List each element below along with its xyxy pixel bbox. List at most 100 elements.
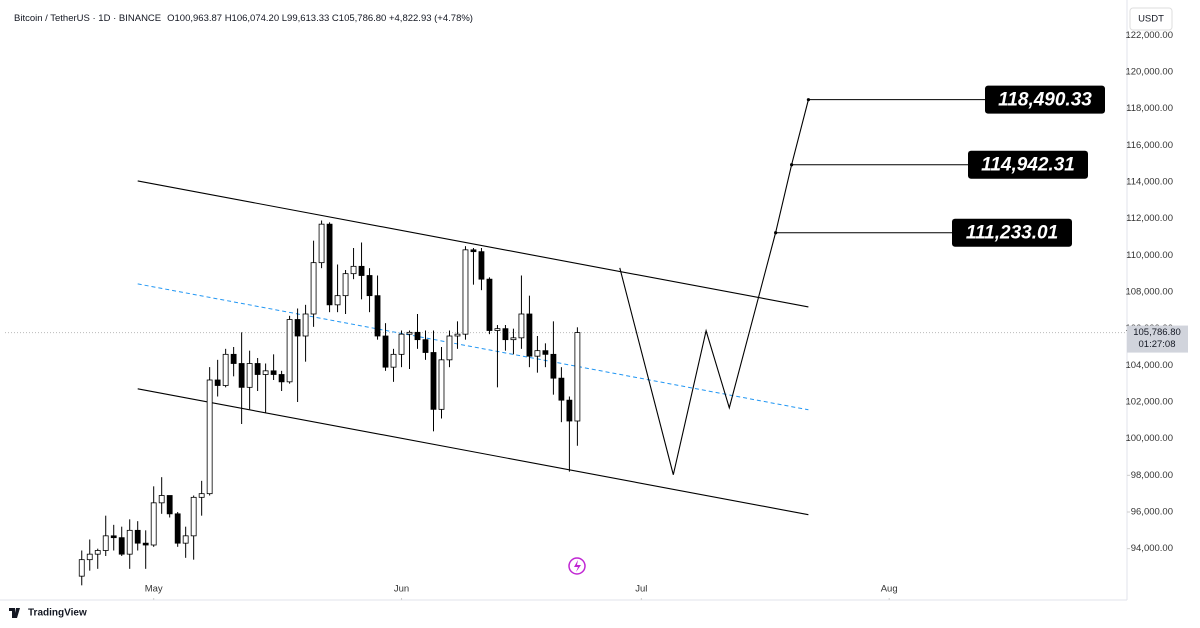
- target-box: [952, 218, 1072, 247]
- candle-body: [142, 542, 149, 546]
- candle-body: [534, 350, 541, 357]
- y-tick-label: 112,000.00: [1126, 213, 1173, 224]
- candle-body: [118, 537, 125, 555]
- candle-body: [454, 333, 461, 337]
- candle-body: [518, 313, 525, 339]
- candle-body: [286, 319, 293, 383]
- candle-body: [262, 370, 269, 375]
- candle-body: [550, 353, 557, 379]
- candle-body: [174, 513, 181, 544]
- y-tick-label: 96,000.00: [1131, 507, 1173, 518]
- candle-body: [238, 363, 245, 388]
- candle-body: [382, 335, 389, 368]
- candle-body: [150, 502, 157, 546]
- candle-body: [558, 377, 565, 401]
- candle-body: [102, 535, 109, 551]
- candle-body: [206, 379, 213, 495]
- candle-body: [166, 495, 173, 515]
- price-tag: [1127, 325, 1188, 353]
- currency-label: USDT: [1138, 14, 1164, 25]
- ohlc-stats: O100,963.87 H106,074.20 L99,613.33 C105,…: [167, 13, 473, 24]
- candle-body: [542, 350, 549, 355]
- candle-body: [406, 331, 413, 335]
- candle-body: [390, 353, 397, 368]
- channel-line: [137, 388, 809, 516]
- candle-body: [446, 335, 453, 361]
- y-tick-label: 104,000.00: [1125, 360, 1173, 371]
- candle-body: [438, 359, 445, 410]
- candle-body: [134, 529, 141, 544]
- candle-body: [342, 273, 349, 297]
- target-label: 118,490.33: [998, 90, 1092, 111]
- y-tick-label: 94,000.00: [1131, 543, 1173, 554]
- x-tick-label: May: [145, 584, 163, 595]
- candle-body: [214, 379, 221, 386]
- candle-body: [318, 223, 325, 264]
- x-tick-label: Jul: [635, 584, 647, 595]
- y-tick-label: 110,000.00: [1126, 250, 1173, 261]
- candle-body: [350, 265, 357, 275]
- y-tick-label: 98,000.00: [1131, 470, 1173, 481]
- y-tick-label: 102,000.00: [1125, 397, 1173, 408]
- candle-body: [486, 278, 493, 331]
- candle-body: [126, 529, 133, 555]
- candle-body: [398, 333, 405, 355]
- channel-line: [137, 180, 809, 308]
- candle-body: [374, 295, 381, 337]
- candle-body: [182, 535, 189, 544]
- candle-body: [326, 223, 333, 306]
- x-tick-label: Jun: [394, 584, 409, 595]
- candle-body: [246, 363, 253, 388]
- candle-body: [414, 331, 421, 341]
- currency-box: [1129, 7, 1173, 31]
- target-label: 111,233.01: [966, 223, 1058, 244]
- candle-body: [494, 328, 501, 331]
- projection-path: [619, 99, 809, 475]
- candle-body: [230, 353, 237, 364]
- symbol: Bitcoin / TetherUS · 1D · BINANCE: [14, 13, 161, 24]
- target-box: [985, 85, 1105, 114]
- candle-body: [254, 363, 261, 375]
- candle-body: [478, 251, 485, 280]
- candle-body: [110, 535, 117, 539]
- candle-body: [222, 353, 229, 386]
- candle-body: [574, 332, 581, 422]
- event-icon-bolt: [574, 560, 581, 572]
- target-box: [968, 150, 1088, 179]
- candle-body: [366, 275, 373, 297]
- candle-body: [294, 319, 301, 337]
- candle-body: [526, 313, 533, 357]
- candle-body: [278, 374, 285, 383]
- candle-body: [270, 370, 277, 375]
- y-tick-label: 108,000.00: [1125, 287, 1173, 298]
- y-tick-label: 118,000.00: [1126, 103, 1173, 114]
- y-tick-label: 122,000.00: [1125, 30, 1173, 41]
- y-tick-label: 114,000.00: [1126, 177, 1173, 188]
- countdown-label: 01:27:08: [1139, 339, 1176, 350]
- watermark: TradingView: [28, 608, 87, 619]
- y-tick-label: 116,000.00: [1126, 140, 1173, 151]
- candle-body: [158, 495, 165, 504]
- candle-body: [78, 559, 85, 577]
- candle-body: [510, 337, 517, 341]
- candle-body: [302, 313, 309, 337]
- event-icon: [568, 557, 586, 575]
- candle-body: [470, 249, 477, 253]
- candle-body: [502, 328, 509, 341]
- y-tick-label: 120,000.00: [1125, 67, 1173, 78]
- candle-body: [86, 553, 93, 561]
- candle-body: [198, 493, 205, 498]
- candle-body: [462, 249, 469, 335]
- channel-line: [137, 283, 809, 411]
- candle-body: [334, 295, 341, 306]
- x-tick-label: Aug: [881, 584, 898, 595]
- watermark-logo: [9, 608, 20, 618]
- price-tag-label: 105,786.80: [1133, 327, 1181, 338]
- candle-body: [310, 262, 317, 315]
- chart-title: Bitcoin / TetherUS · 1D · BINANCE O100,96…: [14, 13, 473, 24]
- candle-body: [94, 550, 101, 555]
- candle-body: [430, 352, 437, 410]
- candle-body: [422, 339, 429, 353]
- target-label: 114,942.31: [981, 155, 1075, 176]
